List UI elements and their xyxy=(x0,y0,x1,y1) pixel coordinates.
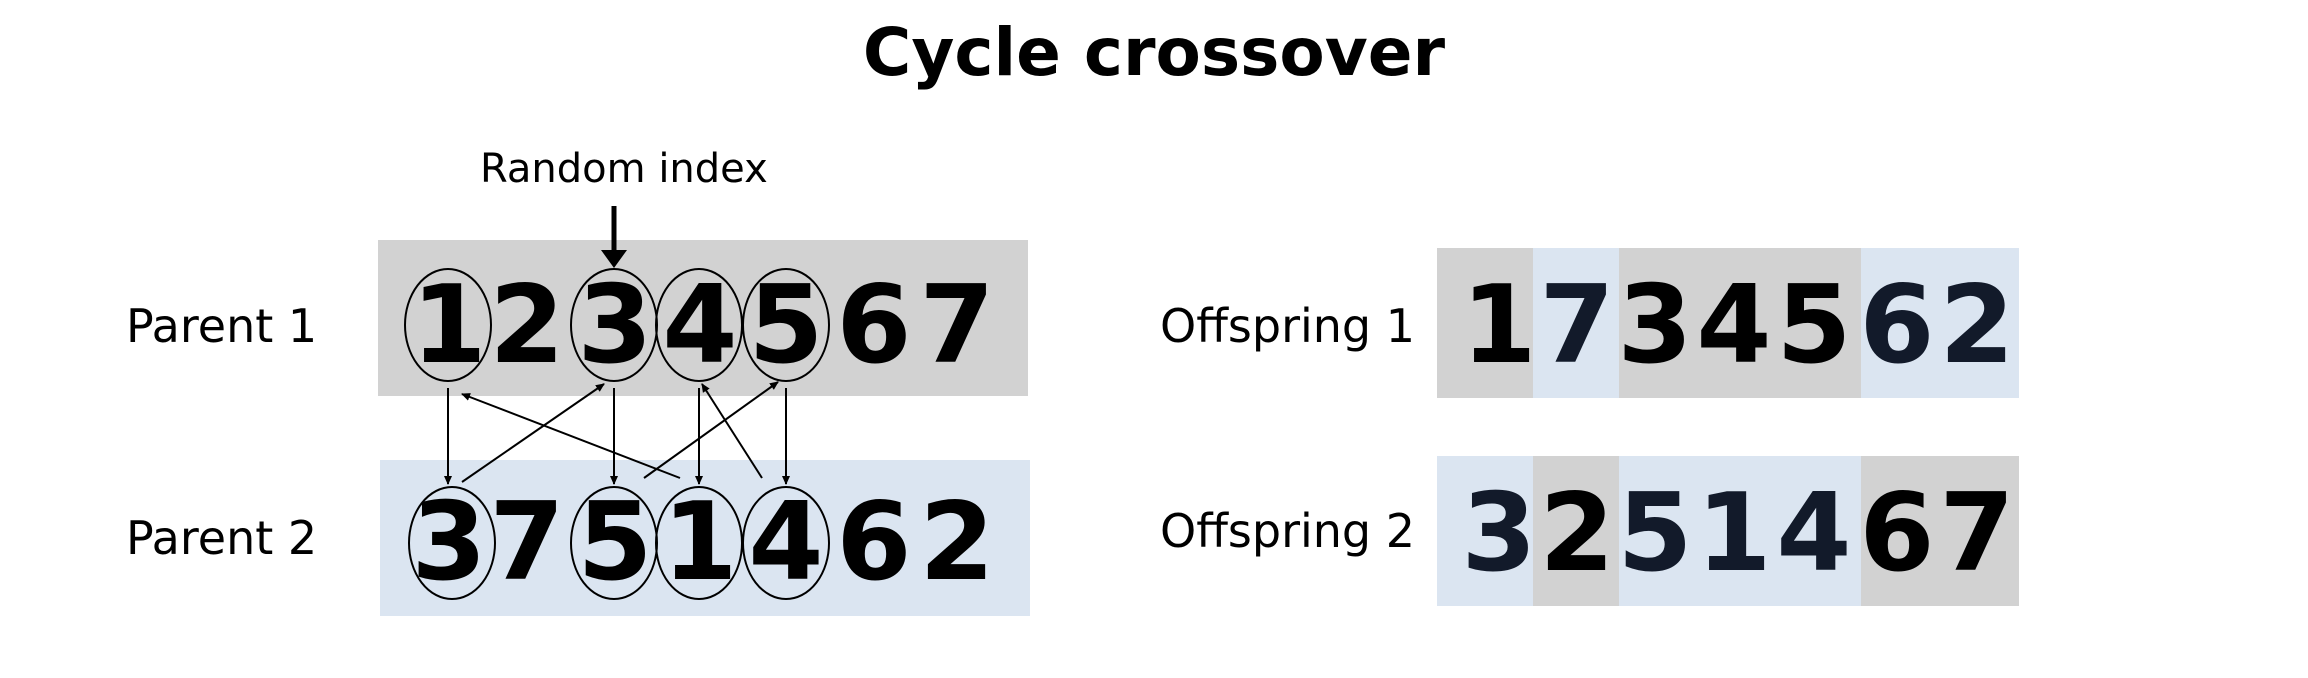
offspring1-cell-from-parent1 xyxy=(1619,248,1861,398)
cycle-arrow xyxy=(461,393,681,479)
offspring1-gene: 3 xyxy=(1617,263,1693,388)
offspring2-gene: 3 xyxy=(1461,471,1537,596)
offspring1-cell-from-parent2 xyxy=(1533,248,1619,398)
parent1-gene: 2 xyxy=(489,263,565,388)
parent1-gene: 3 xyxy=(577,263,653,388)
parent2-cycle-circle xyxy=(655,486,743,600)
offspring1-cell-from-parent1 xyxy=(1437,248,1533,398)
parent1-gene: 6 xyxy=(836,263,912,388)
offspring2-gene: 4 xyxy=(1776,471,1852,596)
offspring2-cell-from-parent1 xyxy=(1861,456,2019,606)
parent2-cycle-circle xyxy=(408,486,496,600)
parent1-label: Parent 1 xyxy=(126,299,318,353)
parent1-gene: 1 xyxy=(411,263,487,388)
parent2-gene: 7 xyxy=(489,480,565,605)
offspring2-gene: 5 xyxy=(1617,471,1693,596)
offspring1-gene: 2 xyxy=(1939,263,2015,388)
cycle-arrow xyxy=(701,383,763,479)
offspring1-gene: 4 xyxy=(1696,263,1772,388)
offspring1-gene: 5 xyxy=(1776,263,1852,388)
parent2-cycle-circle xyxy=(742,486,830,600)
parent2-gene: 5 xyxy=(577,480,653,605)
parent1-cycle-circle xyxy=(742,268,830,382)
parent1-cycle-circle xyxy=(655,268,743,382)
parent1-cycle-circle xyxy=(570,268,658,382)
diagram-title: Cycle crossover xyxy=(862,14,1446,91)
parent2-gene: 3 xyxy=(411,480,487,605)
random-index-arrow xyxy=(601,206,627,268)
offspring1-cell-from-parent2 xyxy=(1861,248,2019,398)
offspring1-label: Offspring 1 xyxy=(1160,299,1415,353)
offspring2-gene: 1 xyxy=(1696,471,1772,596)
parent2-gene: 4 xyxy=(748,480,824,605)
offspring1-gene: 6 xyxy=(1859,263,1935,388)
offspring2-label: Offspring 2 xyxy=(1160,504,1415,558)
offspring2-gene: 6 xyxy=(1859,471,1935,596)
offspring2-gene: 7 xyxy=(1939,471,2015,596)
parent1-strip xyxy=(378,240,1028,396)
offspring2-cell-from-parent2 xyxy=(1619,456,1861,606)
offspring1-gene: 7 xyxy=(1539,263,1615,388)
parent1-gene: 5 xyxy=(748,263,824,388)
parent2-label: Parent 2 xyxy=(126,511,318,565)
offspring2-cell-from-parent2 xyxy=(1437,456,1533,606)
parent2-gene: 6 xyxy=(836,480,912,605)
parent1-gene: 7 xyxy=(919,263,995,388)
parent2-gene: 2 xyxy=(919,480,995,605)
parent1-cycle-circle xyxy=(404,268,492,382)
offspring1-gene: 1 xyxy=(1461,263,1537,388)
parent2-gene: 1 xyxy=(662,480,738,605)
parent1-gene: 4 xyxy=(662,263,738,388)
cycle-arrow xyxy=(461,383,605,483)
parent2-cycle-circle xyxy=(570,486,658,600)
random-index-label: Random index xyxy=(480,146,768,192)
parent2-strip xyxy=(380,460,1030,616)
offspring2-cell-from-parent1 xyxy=(1533,456,1619,606)
offspring2-gene: 2 xyxy=(1539,471,1615,596)
cycle-arrow xyxy=(643,381,779,479)
